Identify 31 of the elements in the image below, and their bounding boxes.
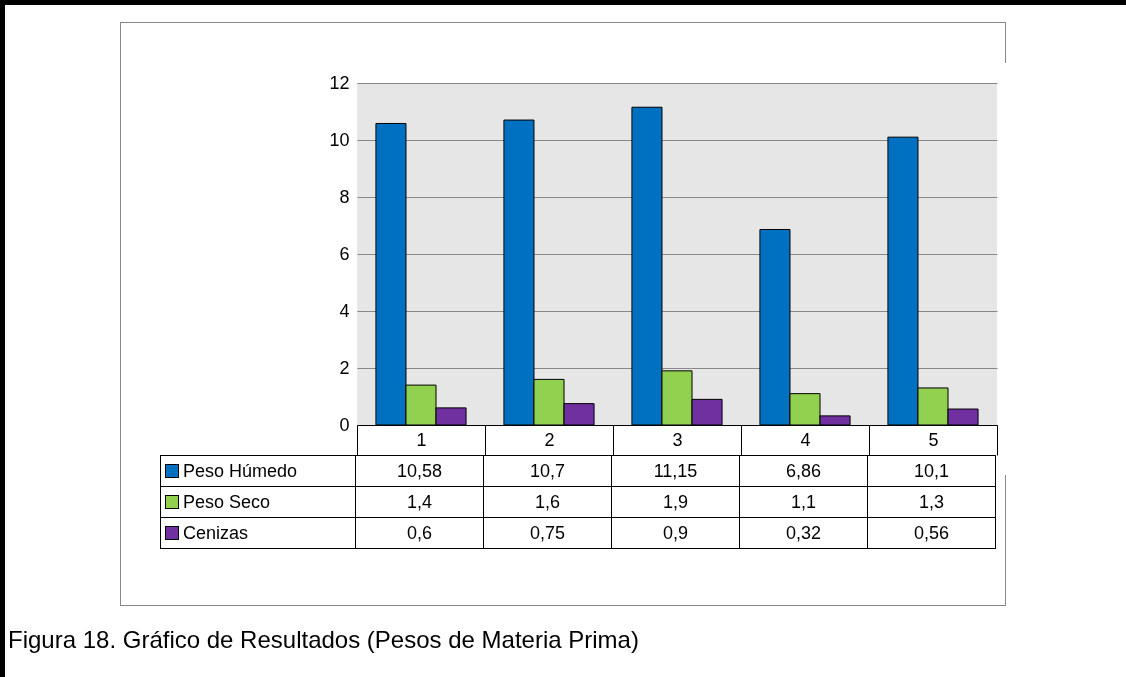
y-tick-label: 8	[339, 186, 350, 207]
data-label: 0,32	[739, 517, 868, 549]
y-tick-label: 12	[329, 72, 350, 93]
data-label: 1,6	[483, 486, 612, 518]
data-label: 1,9	[611, 486, 740, 518]
data-label: 0,9	[611, 517, 740, 549]
data-label: 1,3	[867, 486, 996, 518]
x-tick-label: 5	[928, 429, 939, 450]
data-label: 10,7	[483, 455, 612, 487]
text: Figura 18. Gráfico de Resultados (Pesos de Materia Prima)	[8, 626, 639, 654]
legend-label: Peso Húmedo	[160, 455, 356, 487]
data-label: 1,1	[739, 486, 868, 518]
data-label: 0,75	[483, 517, 612, 549]
data-label: 0,6	[355, 517, 484, 549]
data-label: 6,86	[739, 455, 868, 487]
data-label: 10,1	[867, 455, 996, 487]
y-tick-label: 2	[339, 357, 350, 378]
x-tick-label: 4	[800, 429, 811, 450]
x-tick-label: 3	[672, 429, 683, 450]
x-tick-label: 2	[544, 429, 555, 450]
y-tick-label: 10	[329, 129, 350, 150]
y-tick-label: 6	[339, 243, 350, 264]
legend-label: Cenizas	[160, 517, 356, 549]
data-label: 11,15	[611, 455, 740, 487]
y-tick-label: 0	[339, 414, 350, 435]
legend-label: Peso Seco	[160, 486, 356, 518]
data-label: 0,56	[867, 517, 996, 549]
y-tick-label: 4	[339, 300, 350, 321]
data-label: 10,58	[355, 455, 484, 487]
x-tick-label: 1	[416, 429, 427, 450]
data-label: 1,4	[355, 486, 484, 518]
